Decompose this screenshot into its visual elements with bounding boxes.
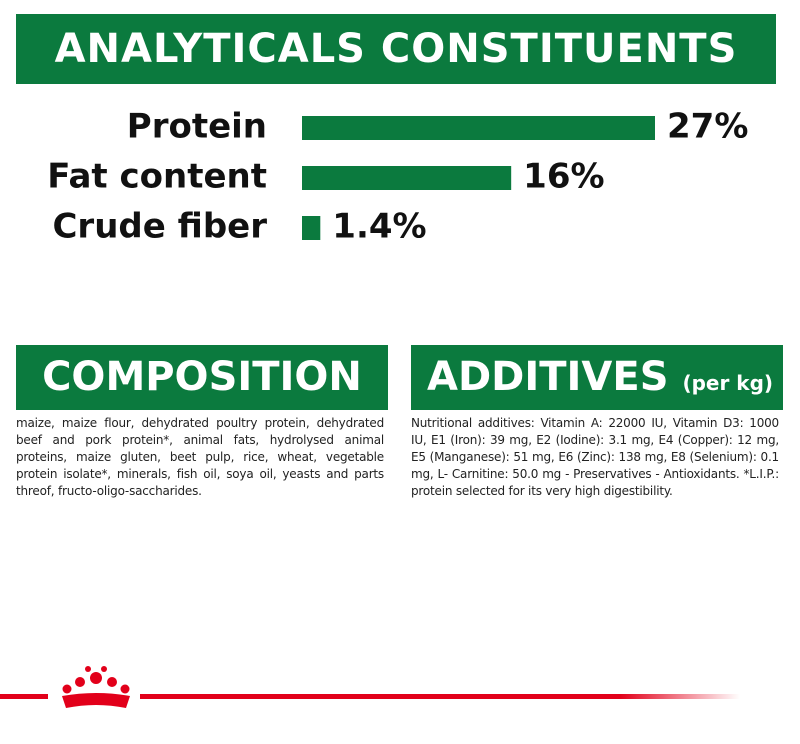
additives-title: ADDITIVES — [427, 354, 669, 400]
composition-text: maize, maize flour, dehydrated poultry p… — [16, 416, 384, 498]
footer-logo — [0, 666, 740, 708]
category-label: Crude fiber — [52, 207, 267, 247]
chart-title: ANALYTICALS CONSTITUENTS — [16, 14, 776, 84]
additives-text: Nutritional additives: Vitamin A: 22000 … — [411, 416, 779, 498]
additives-subtitle: (per kg) — [682, 371, 774, 395]
category-label: Fat content — [47, 157, 267, 197]
value-label: 16% — [523, 157, 604, 197]
chart: Protein 27% Fat content 16% Crude fiber 1.4% — [47, 107, 748, 247]
composition-title: COMPOSITION — [16, 345, 388, 410]
bar — [302, 216, 321, 240]
category-label: Protein — [127, 107, 267, 147]
bar — [302, 116, 655, 140]
value-label: 1.4% — [332, 207, 426, 247]
bar — [302, 166, 512, 190]
value-label: 27% — [667, 107, 748, 147]
additives-header: ADDITIVES (per kg) — [411, 345, 783, 410]
